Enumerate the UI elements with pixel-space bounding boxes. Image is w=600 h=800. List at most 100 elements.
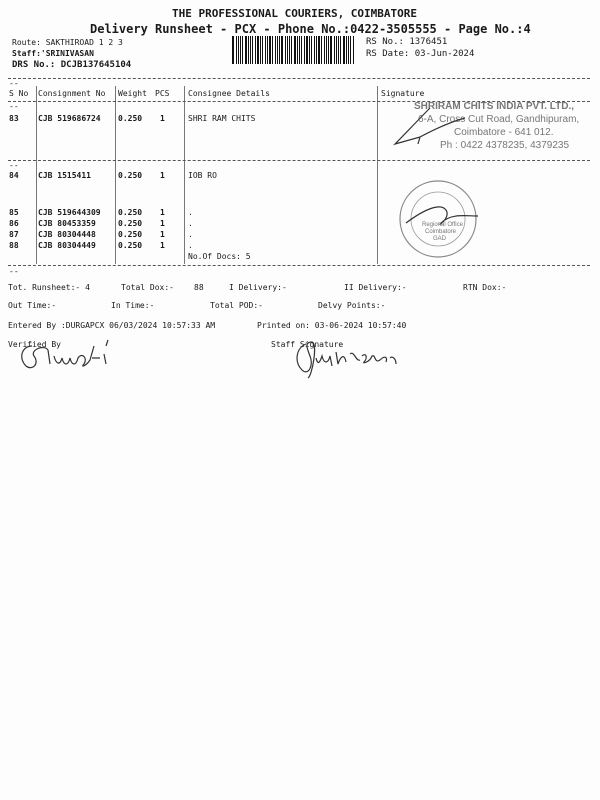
- delivery-signature-1: [392, 107, 466, 146]
- barcode-bar: [328, 36, 329, 64]
- cell-consignment: CJB 519644309: [38, 208, 101, 217]
- barcode-bar: [242, 36, 243, 64]
- cell-consignment: CJB 80304449: [38, 241, 96, 250]
- cell-consignment: CJB 80453359: [38, 219, 96, 228]
- out-time: Out Time:-: [8, 301, 57, 310]
- column-divider: [36, 86, 37, 264]
- stamp-line: GAD: [433, 236, 447, 242]
- stamp-line: 6-A, Cross Cut Road, Gandhipuram,: [418, 114, 580, 125]
- stamp-line: Coimbatore - 641 012.: [454, 127, 554, 138]
- separator: --: [9, 79, 19, 88]
- cell-weight: 0.250: [118, 219, 143, 228]
- cell-details: IOB RO: [188, 171, 217, 180]
- entered-by: Entered By :DURGAPCX 06/03/2024 10:57:33…: [8, 321, 216, 330]
- tot-runsheet: Tot. Runsheet:- 4: [8, 283, 90, 292]
- cell-pcs: 1: [160, 219, 165, 228]
- barcode-bar: [297, 36, 298, 64]
- cell-consignment: CJB 519686724: [38, 114, 101, 123]
- cell-pcs: 1: [160, 241, 165, 250]
- barcode-icon: [232, 36, 354, 64]
- column-divider: [184, 86, 185, 264]
- barcode-bar: [336, 36, 337, 64]
- barcode-bar: [324, 36, 325, 64]
- cell-consignment: CJB 80304448: [38, 230, 96, 239]
- barcode-bar: [267, 36, 268, 64]
- barcode-bar: [289, 36, 290, 64]
- barcode-bar: [348, 36, 349, 64]
- delvy-points: Delvy Points:-: [318, 301, 386, 310]
- cell-sno: 88: [9, 241, 19, 250]
- col-weight: Weight: [118, 89, 147, 98]
- stamp-line: Coimbatore: [425, 229, 457, 235]
- rtn-dox: RTN Dox:-: [463, 283, 507, 292]
- printed-on: Printed on: 03-06-2024 10:57:40: [257, 321, 407, 330]
- ii-delivery: II Delivery:-: [344, 283, 407, 292]
- cell-consignment: CJB 1515411: [38, 171, 91, 180]
- col-signature: Signature: [381, 89, 425, 98]
- barcode-bar: [311, 36, 312, 64]
- barcode-bar: [314, 36, 315, 64]
- barcode-bar: [340, 36, 341, 64]
- barcode-bar: [252, 36, 253, 64]
- barcode-bar: [250, 36, 251, 64]
- drs-number: DRS No.: DCJB137645104: [12, 60, 132, 70]
- staff: Staff:'SRINIVASAN: [12, 49, 94, 58]
- cell-weight: 0.250: [118, 171, 143, 180]
- barcode-bar: [304, 36, 305, 64]
- barcode-bar: [257, 36, 259, 64]
- divider: [8, 101, 590, 102]
- cell-details: .: [188, 241, 193, 250]
- barcode-bar: [294, 36, 296, 64]
- barcode-bar: [236, 36, 237, 64]
- barcode-bar: [240, 36, 241, 64]
- barcode-bar: [262, 36, 263, 64]
- route: Route: SAKTHIROAD 1 2 3: [12, 38, 123, 47]
- cell-pcs: 1: [160, 171, 165, 180]
- barcode-bar: [346, 36, 347, 64]
- rs-date: RS Date: 03-Jun-2024: [366, 49, 475, 59]
- column-divider: [115, 86, 116, 264]
- cell-sno: 87: [9, 230, 19, 239]
- divider: [8, 265, 590, 266]
- round-stamp-icon: [399, 180, 479, 258]
- barcode-bar: [279, 36, 280, 64]
- barcode-bar: [309, 36, 310, 64]
- barcode-bar: [275, 36, 276, 64]
- barcode-bar: [265, 36, 266, 64]
- barcode-bar: [338, 36, 339, 64]
- barcode-bar: [291, 36, 292, 64]
- barcode-bar: [318, 36, 320, 64]
- col-consignment: Consignment No: [38, 89, 106, 98]
- barcode-bar: [299, 36, 300, 64]
- cell-sno: 83: [9, 114, 19, 123]
- barcode-bar: [330, 36, 332, 64]
- barcode-bar: [281, 36, 283, 64]
- i-delivery: I Delivery:-: [229, 283, 287, 292]
- stamp-line: Regional Office: [422, 222, 463, 228]
- total-dox-label: Total Dox:-: [121, 283, 174, 292]
- stamp-line: Ph : 0422 4378235, 4379235: [440, 140, 570, 151]
- runsheet-subtitle: Delivery Runsheet - PCX - Phone No.:0422…: [90, 22, 531, 36]
- verifier-signature: [21, 339, 109, 369]
- cell-pcs: 1: [160, 114, 165, 123]
- total-dox-value: 88: [194, 283, 204, 292]
- rs-number: RS No.: 1376451: [366, 37, 448, 47]
- barcode-bar: [277, 36, 278, 64]
- barcode-bar: [301, 36, 302, 64]
- cell-details: .: [188, 230, 193, 239]
- barcode-bar: [248, 36, 249, 64]
- barcode-bar: [343, 36, 345, 64]
- barcode-bar: [255, 36, 256, 64]
- divider: [8, 160, 590, 161]
- verified-by-label: Verified By: [8, 340, 61, 349]
- cell-sno: 84: [9, 171, 19, 180]
- barcode-bar: [326, 36, 327, 64]
- cell-weight: 0.250: [118, 208, 143, 217]
- barcode-bar: [316, 36, 317, 64]
- cell-details: .: [188, 219, 193, 228]
- cell-weight: 0.250: [118, 230, 143, 239]
- separator: --: [9, 267, 19, 276]
- barcode-bar: [285, 36, 286, 64]
- company-title: THE PROFESSIONAL COURIERS, COIMBATORE: [172, 7, 418, 20]
